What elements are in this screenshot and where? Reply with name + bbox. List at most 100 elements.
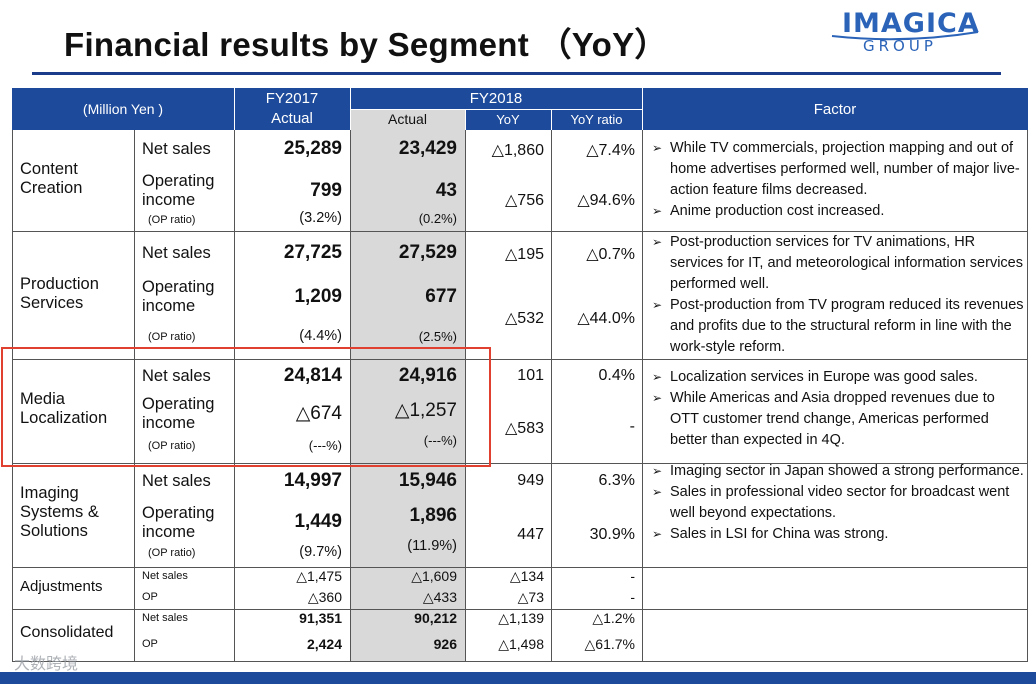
consolidated-label: Consolidated	[20, 624, 114, 641]
factor-text: While Americas and Asia dropped revenues…	[670, 390, 995, 448]
segment-name: Imaging Systems & Solutions	[20, 484, 99, 541]
bullet-arrow-icon: ➢	[652, 391, 663, 405]
header-divider	[350, 109, 642, 110]
yoy-ratio-operating-income: -	[629, 418, 635, 435]
yoy-operating-income: △756	[505, 192, 544, 209]
factor-item: ➢ Sales in LSI for China was strong.	[652, 524, 1024, 545]
operating-label-line: Operating	[142, 172, 215, 190]
segment-name: Media Localization	[20, 390, 107, 428]
logo-text: IMAGICA	[842, 8, 980, 39]
fy2018-label: FY2018	[469, 90, 523, 107]
factor-text: Sales in professional video sector for b…	[670, 484, 1010, 521]
fy2017-net-sales: △1,475	[296, 568, 342, 584]
grid-v-4	[465, 130, 466, 662]
fy2018-op-ratio: (11.9%)	[407, 538, 457, 554]
grid-h-6	[12, 661, 1028, 662]
yoy-ratio-net-sales: 6.3%	[598, 472, 635, 489]
income-label-line: income	[142, 191, 196, 209]
yoy-ratio-net-sales: 0.4%	[598, 367, 635, 384]
factor-text: Localization services in Europe was good…	[670, 369, 978, 385]
imagica-group-logo: IMAGICA GROUP	[830, 8, 980, 56]
grid-v-3	[350, 130, 351, 662]
grid-h-5	[12, 609, 1028, 610]
op-ratio-label: (OP ratio)	[148, 547, 196, 559]
net-sales-label: Net sales	[142, 472, 211, 490]
yoy-net-sales: 949	[517, 472, 544, 489]
yoy-ratio-net-sales: -	[630, 568, 635, 584]
yoy-net-sales: △1,139	[498, 610, 544, 626]
net-sales-label: Net sales	[142, 612, 188, 624]
yoy-operating-income: △583	[505, 420, 544, 437]
bullet-arrow-icon: ➢	[652, 235, 663, 249]
yoy-net-sales: △134	[509, 568, 544, 584]
fy2017-operating-income: △674	[295, 403, 342, 424]
factor-list: ➢ Post-production services for TV animati…	[652, 232, 1024, 358]
grid-h-3	[12, 463, 1028, 464]
fy2017-op: 2,424	[306, 636, 342, 652]
segment-results-table: (Million Yen ) FY2017 Actual FY2018 Actu…	[12, 88, 1028, 662]
segment-name-line: Production	[20, 275, 99, 293]
fy2017-op-ratio: (3.2%)	[299, 210, 342, 226]
segment-name-line: Media	[20, 390, 65, 408]
op-ratio-label: (OP ratio)	[148, 440, 196, 452]
operating-income-label: Operating income	[142, 172, 214, 210]
fy2018-op-ratio: (---%)	[423, 433, 457, 448]
income-label-line: income	[142, 523, 196, 541]
grid-v-5	[551, 130, 552, 662]
factor-item: ➢ Post-production services for TV animati…	[652, 232, 1024, 295]
fy2018-operating-income: 43	[435, 180, 457, 201]
grid-v-6	[642, 130, 643, 662]
factor-text: Imaging sector in Japan showed a strong …	[670, 463, 1024, 479]
yoy-ratio-label: YoY ratio	[570, 112, 623, 127]
segment-name-line: Creation	[20, 179, 83, 197]
watermark-text: 大数跨境	[14, 656, 79, 673]
factor-list: ➢ Imaging sector in Japan showed a strong…	[652, 461, 1024, 545]
fy2018-actual-label: Actual	[388, 111, 427, 127]
yoy-ratio-net-sales: △0.7%	[586, 246, 635, 263]
yoy-ratio-op: △61.7%	[584, 636, 635, 652]
operating-label-line: Operating	[142, 395, 215, 413]
factor-item: ➢ Post-production from TV program reduced…	[652, 295, 1024, 358]
op-label: OP	[142, 591, 158, 603]
operating-income-label: Operating income	[142, 395, 214, 433]
fy2018-net-sales: 90,212	[414, 610, 457, 626]
adjustments-label: Adjustments	[20, 578, 103, 595]
fy2018-net-sales: 27,529	[398, 242, 457, 263]
fy2017-net-sales: 25,289	[283, 138, 342, 159]
operating-income-label: Operating income	[142, 278, 214, 316]
bullet-arrow-icon: ➢	[652, 298, 663, 312]
unit-label: (Million Yen )	[82, 101, 164, 117]
fy2017-op-ratio: (9.7%)	[299, 544, 342, 560]
operating-label-line: Operating	[142, 278, 215, 296]
bullet-arrow-icon: ➢	[652, 370, 663, 384]
yoy-operating-income: △532	[505, 310, 544, 327]
op-label: OP	[142, 638, 158, 650]
segment-name-line: Content	[20, 160, 78, 178]
net-sales-label: Net sales	[142, 367, 211, 385]
footer-bar	[0, 672, 1036, 684]
yoy-net-sales: △195	[505, 246, 544, 263]
logo-subtext: GROUP	[863, 37, 937, 55]
bullet-arrow-icon: ➢	[652, 527, 663, 541]
yoy-net-sales: △1,860	[491, 142, 544, 159]
fy2018-operating-income: 1,896	[409, 505, 457, 526]
fy2017-operating-income: 1,449	[294, 511, 342, 532]
segment-name-line: Imaging	[20, 484, 79, 502]
title-underline	[32, 72, 1001, 75]
media-localization-highlight-box	[1, 347, 491, 467]
bullet-arrow-icon: ➢	[652, 141, 663, 155]
op-ratio-label: (OP ratio)	[148, 331, 196, 343]
logo-swoosh-icon	[831, 31, 979, 41]
yoy-ratio-operating-income: △44.0%	[577, 310, 635, 327]
grid-h-1	[12, 231, 1028, 232]
bullet-arrow-icon: ➢	[652, 485, 663, 499]
fy2018-op-ratio: (0.2%)	[418, 211, 457, 226]
yoy-op: △1,498	[498, 636, 544, 652]
factor-text: Post-production services for TV animatio…	[670, 234, 1023, 292]
yoy-operating-income: 447	[517, 526, 544, 543]
factor-list: ➢ While TV commercials, projection mappin…	[652, 138, 1022, 222]
fy2018-op: △433	[422, 589, 457, 605]
factor-list: ➢ Localization services in Europe was goo…	[652, 367, 1024, 451]
factor-item: ➢ Imaging sector in Japan showed a strong…	[652, 461, 1024, 482]
segment-name: Content Creation	[20, 160, 82, 198]
